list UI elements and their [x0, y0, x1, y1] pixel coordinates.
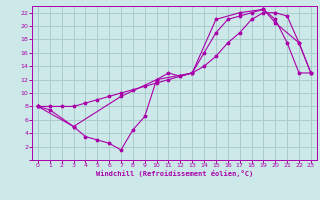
- X-axis label: Windchill (Refroidissement éolien,°C): Windchill (Refroidissement éolien,°C): [96, 170, 253, 177]
